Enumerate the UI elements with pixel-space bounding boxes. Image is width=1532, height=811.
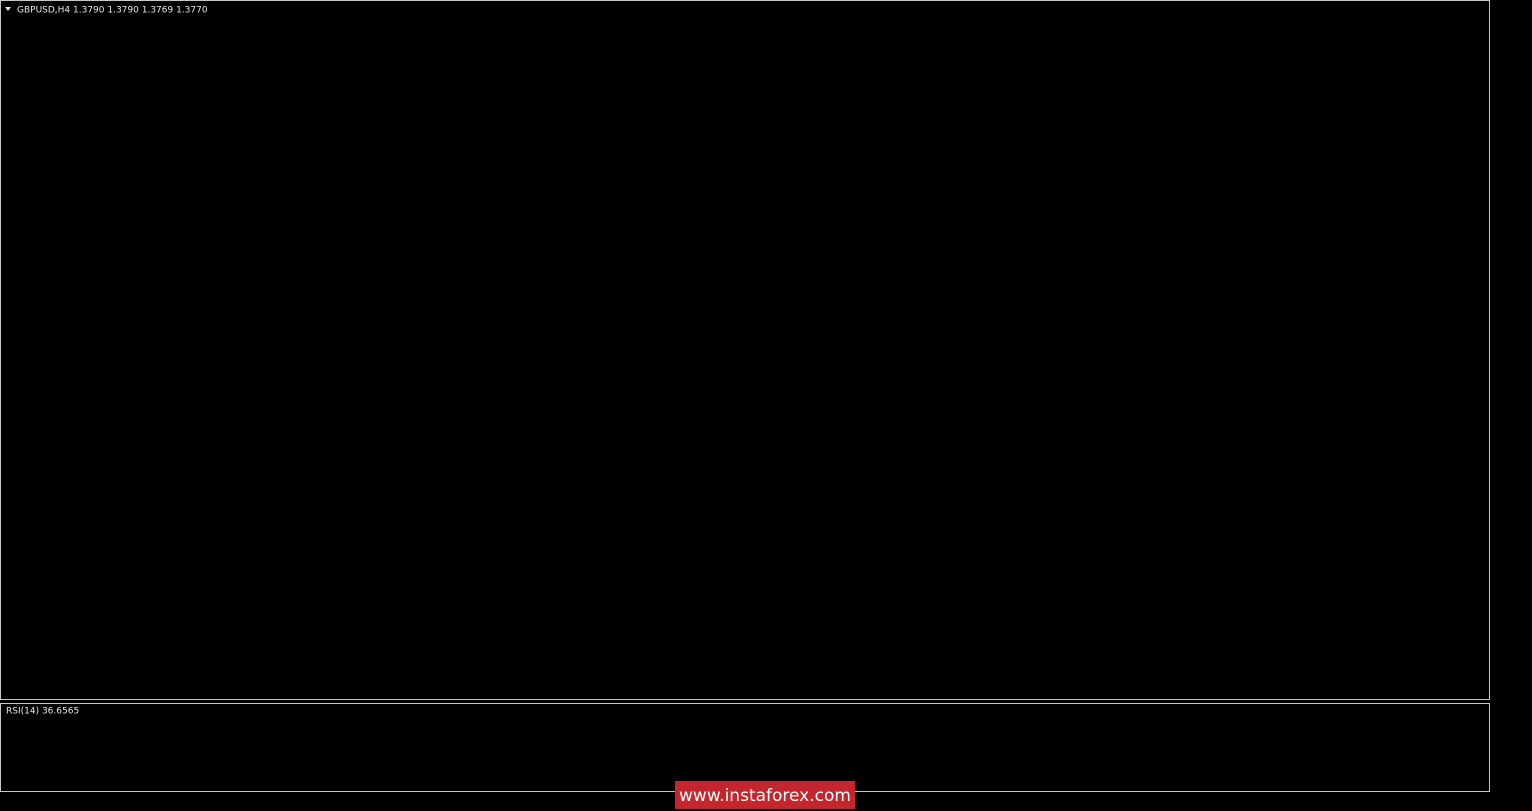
watermark-box xyxy=(675,781,855,809)
menu-arrow[interactable] xyxy=(5,7,11,11)
watermark: www.instaforex.com xyxy=(679,786,851,806)
main-frame xyxy=(0,0,1490,700)
rsi-title: RSI(14) 36.6565 xyxy=(6,707,79,717)
chart-title: GBPUSD,H4 1.3790 1.3790 1.3769 1.3770 xyxy=(17,6,208,16)
